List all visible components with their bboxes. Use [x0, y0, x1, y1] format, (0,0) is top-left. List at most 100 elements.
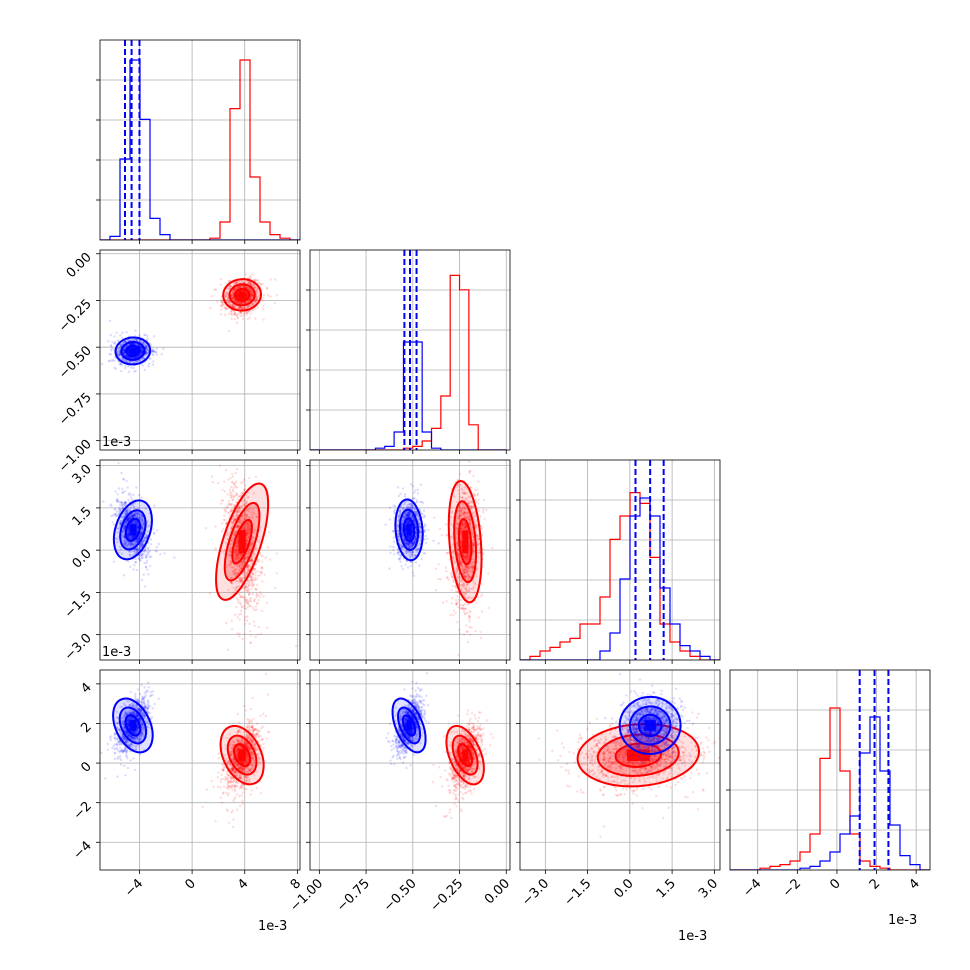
blue-point: [135, 540, 138, 543]
red-point: [246, 523, 249, 526]
blue-point: [133, 535, 136, 538]
blue-point: [134, 510, 138, 514]
red-point: [235, 314, 238, 317]
red-point: [241, 504, 244, 507]
red-point: [233, 311, 237, 315]
blue-point: [120, 519, 123, 523]
blue-point: [137, 539, 140, 542]
red-point: [460, 579, 463, 582]
blue-point: [135, 348, 139, 352]
red-point: [246, 615, 249, 618]
red-point: [237, 506, 240, 509]
red-histogram: [100, 59, 300, 240]
red-point: [246, 566, 249, 570]
red-point: [249, 641, 252, 645]
red-point: [236, 554, 239, 557]
red-point: [229, 302, 233, 305]
red-point: [239, 289, 243, 292]
blue-point: [120, 336, 124, 340]
red-point: [246, 553, 249, 556]
blue-point: [135, 548, 139, 551]
blue-point: [132, 342, 135, 346]
red-point: [244, 286, 248, 289]
red-point: [228, 301, 231, 304]
red-point: [240, 505, 243, 508]
red-point: [247, 602, 250, 606]
red-point: [244, 484, 247, 487]
blue-point: [137, 512, 140, 515]
red-point: [224, 308, 228, 311]
blue-point: [132, 513, 136, 516]
red-point: [235, 558, 238, 561]
blue-point: [136, 349, 139, 352]
blue-point: [146, 352, 150, 355]
y-tick-label: −0.75: [56, 390, 95, 429]
blue-point: [139, 517, 142, 521]
red-point: [232, 305, 235, 308]
blue-point: [121, 491, 125, 494]
blue-point: [133, 520, 136, 523]
blue-point: [138, 535, 141, 538]
panel-1-1: [306, 249, 511, 454]
red-point: [254, 300, 258, 303]
blue-point: [143, 548, 147, 551]
red-point: [255, 290, 258, 294]
blue-point: [129, 549, 132, 553]
red-point: [240, 301, 243, 305]
red-point: [239, 672, 241, 674]
blue-point: [123, 346, 127, 349]
red-point: [232, 515, 235, 519]
blue-point: [140, 554, 144, 557]
blue-point: [129, 542, 132, 546]
red-point: [248, 287, 252, 291]
red-point: [234, 558, 237, 561]
red-point: [235, 494, 238, 497]
red-point: [232, 538, 235, 541]
red-point: [238, 306, 241, 309]
red-point: [228, 553, 232, 557]
red-point: [258, 281, 261, 285]
blue-point: [132, 515, 135, 518]
red-point: [256, 602, 259, 605]
blue-point: [122, 340, 126, 344]
blue-point: [135, 351, 139, 354]
blue-point: [115, 510, 119, 513]
red-point: [256, 633, 260, 636]
red-point: [250, 292, 253, 295]
red-point: [240, 297, 243, 300]
red-point: [249, 290, 253, 293]
red-point: [219, 308, 223, 311]
blue-point: [135, 349, 139, 353]
blue-point: [139, 351, 143, 355]
red-point: [220, 499, 224, 502]
red-point: [456, 595, 459, 598]
blue-point: [100, 362, 104, 366]
red-point: [238, 505, 242, 508]
red-point: [262, 304, 265, 308]
blue-point: [135, 348, 138, 351]
blue-point: [139, 534, 143, 538]
red-point: [246, 565, 250, 569]
red-point: [246, 590, 250, 594]
blue-point: [144, 546, 148, 549]
blue-point: [142, 540, 146, 543]
red-point: [239, 579, 243, 582]
red-point: [244, 286, 248, 289]
blue-point: [111, 358, 114, 362]
blue-point: [125, 509, 128, 513]
red-point: [250, 294, 254, 298]
red-point: [245, 286, 248, 290]
red-point: [247, 550, 251, 553]
red-point: [236, 295, 239, 298]
blue-point: [140, 515, 143, 518]
blue-point: [121, 477, 125, 481]
blue-point: [136, 343, 139, 347]
red-point: [232, 519, 235, 523]
red-point: [242, 596, 245, 600]
red-point: [234, 485, 238, 488]
blue-point: [135, 547, 138, 551]
red-point: [223, 508, 226, 511]
blue-point: [139, 532, 142, 535]
red-point: [235, 293, 239, 297]
red-point: [240, 285, 243, 288]
